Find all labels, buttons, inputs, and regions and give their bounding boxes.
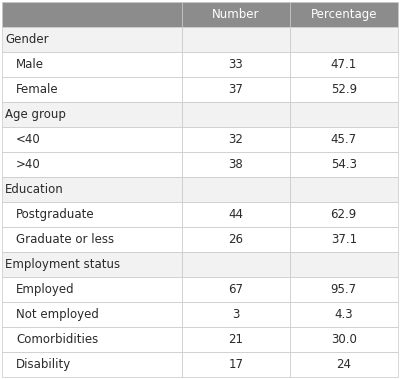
- Bar: [2, 127, 182, 152]
- Text: 54.3: 54.3: [331, 158, 357, 171]
- Text: Disability: Disability: [16, 358, 71, 371]
- Bar: [182, 152, 290, 177]
- Bar: [2, 277, 182, 302]
- Text: 95.7: 95.7: [331, 283, 357, 296]
- Text: 67: 67: [228, 283, 244, 296]
- Text: 17: 17: [228, 358, 244, 371]
- Bar: [290, 52, 398, 77]
- Bar: [182, 227, 290, 252]
- Text: Gender: Gender: [5, 33, 49, 46]
- Text: 32: 32: [228, 133, 244, 146]
- Bar: [182, 277, 290, 302]
- Bar: [290, 27, 398, 52]
- Text: 38: 38: [229, 158, 244, 171]
- Bar: [2, 227, 182, 252]
- Text: >40: >40: [16, 158, 41, 171]
- Bar: [182, 2, 290, 27]
- Text: 37: 37: [228, 83, 244, 96]
- Bar: [182, 202, 290, 227]
- Bar: [2, 177, 182, 202]
- Bar: [2, 52, 182, 77]
- Bar: [290, 202, 398, 227]
- Text: Male: Male: [16, 58, 44, 71]
- Text: 44: 44: [228, 208, 244, 221]
- Bar: [2, 202, 182, 227]
- Bar: [290, 177, 398, 202]
- Bar: [182, 52, 290, 77]
- Text: 52.9: 52.9: [331, 83, 357, 96]
- Text: Age group: Age group: [5, 108, 66, 121]
- Text: Number: Number: [212, 8, 260, 21]
- Bar: [182, 252, 290, 277]
- Bar: [290, 302, 398, 327]
- Bar: [2, 77, 182, 102]
- Bar: [290, 327, 398, 352]
- Text: 21: 21: [228, 333, 244, 346]
- Text: Female: Female: [16, 83, 59, 96]
- Bar: [182, 77, 290, 102]
- Text: <40: <40: [16, 133, 41, 146]
- Bar: [182, 27, 290, 52]
- Bar: [182, 102, 290, 127]
- Text: Comorbidities: Comorbidities: [16, 333, 98, 346]
- Bar: [290, 227, 398, 252]
- Text: 37.1: 37.1: [331, 233, 357, 246]
- Text: 26: 26: [228, 233, 244, 246]
- Text: Graduate or less: Graduate or less: [16, 233, 114, 246]
- Text: 3: 3: [232, 308, 240, 321]
- Text: Percentage: Percentage: [310, 8, 377, 21]
- Bar: [182, 327, 290, 352]
- Bar: [290, 127, 398, 152]
- Bar: [2, 252, 182, 277]
- Bar: [290, 352, 398, 377]
- Bar: [2, 327, 182, 352]
- Bar: [290, 277, 398, 302]
- Text: Employment status: Employment status: [5, 258, 120, 271]
- Text: 45.7: 45.7: [331, 133, 357, 146]
- Bar: [2, 302, 182, 327]
- Bar: [182, 352, 290, 377]
- Bar: [2, 352, 182, 377]
- Text: Postgraduate: Postgraduate: [16, 208, 95, 221]
- Bar: [2, 27, 182, 52]
- Bar: [290, 2, 398, 27]
- Text: Not employed: Not employed: [16, 308, 99, 321]
- Text: 47.1: 47.1: [331, 58, 357, 71]
- Text: Education: Education: [5, 183, 64, 196]
- Bar: [182, 177, 290, 202]
- Text: 62.9: 62.9: [331, 208, 357, 221]
- Bar: [2, 2, 182, 27]
- Bar: [2, 152, 182, 177]
- Text: 30.0: 30.0: [331, 333, 357, 346]
- Bar: [2, 102, 182, 127]
- Bar: [182, 127, 290, 152]
- Text: 24: 24: [336, 358, 351, 371]
- Bar: [290, 152, 398, 177]
- Bar: [182, 302, 290, 327]
- Bar: [290, 77, 398, 102]
- Bar: [290, 102, 398, 127]
- Text: 33: 33: [229, 58, 244, 71]
- Bar: [290, 252, 398, 277]
- Text: 4.3: 4.3: [334, 308, 353, 321]
- Text: Employed: Employed: [16, 283, 75, 296]
